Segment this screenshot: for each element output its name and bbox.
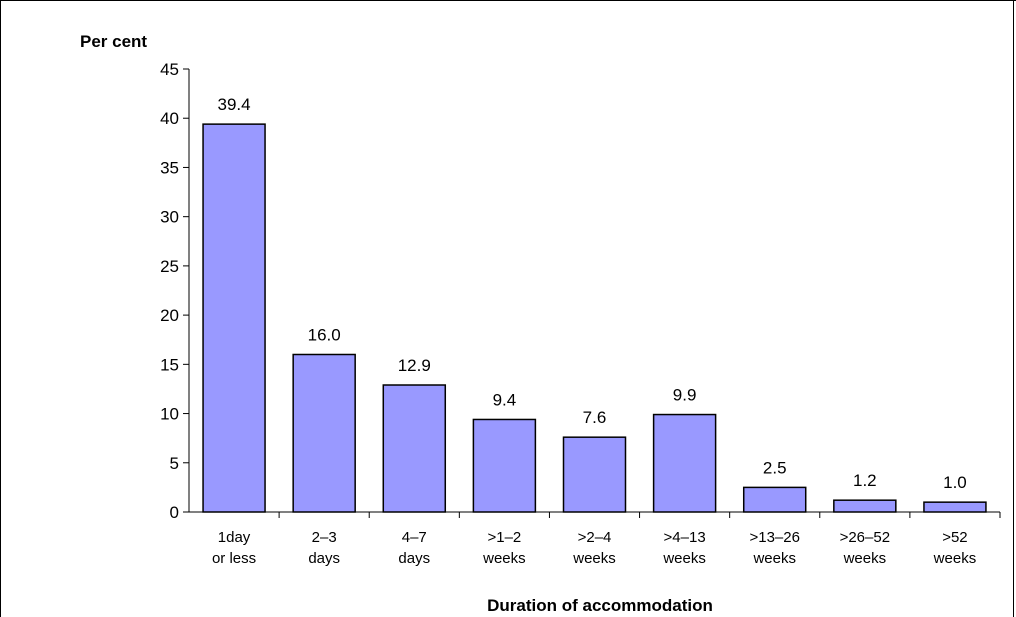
y-tick-label: 15 xyxy=(160,355,179,374)
bar-value-label: 1.2 xyxy=(853,471,877,490)
y-tick-label: 30 xyxy=(160,208,179,227)
x-tick-label: 2–3 days xyxy=(308,529,340,567)
bar-value-label: 16.0 xyxy=(308,325,341,344)
y-tick-label: 0 xyxy=(170,503,179,522)
x-tick-label: 1day or less xyxy=(212,529,256,567)
x-tick-label: >2–4 weeks xyxy=(572,529,616,567)
y-tick-label: 5 xyxy=(170,454,179,473)
x-axis-title: Duration of accommodation xyxy=(487,596,713,615)
bar-value-label: 9.4 xyxy=(493,390,517,409)
bar xyxy=(292,353,356,513)
y-tick-label: 45 xyxy=(160,60,179,79)
bar-value-label: 9.9 xyxy=(673,386,697,405)
x-tick-label: >4–13 weeks xyxy=(662,529,706,567)
bar xyxy=(202,123,266,513)
bar-value-label: 39.4 xyxy=(218,95,251,114)
bar-value-label: 7.6 xyxy=(583,408,607,427)
bar xyxy=(742,486,807,513)
x-tick-label: >52 weeks xyxy=(933,529,977,567)
bar-series xyxy=(202,123,987,513)
x-axis-tick-labels: 1day or less 2–3 days 4–7 days >1–2 weeks >2–4 we… xyxy=(212,512,1001,567)
data-labels: 39.4 16.0 12.9 9.4 7.6 9.9 2.5 1.2 1.0 xyxy=(218,95,967,492)
bar xyxy=(923,501,987,513)
bar xyxy=(382,384,447,513)
bar-value-label: 12.9 xyxy=(398,356,431,375)
y-axis-title: Per cent xyxy=(80,32,147,51)
y-tick-label: 40 xyxy=(160,109,179,128)
y-axis-ticks: 0 5 10 15 20 25 30 35 40 45 xyxy=(160,60,189,522)
bar xyxy=(833,499,897,513)
x-tick-label: >1–2 weeks xyxy=(482,529,526,567)
bar-value-label: 2.5 xyxy=(763,458,787,477)
y-tick-label: 35 xyxy=(160,158,179,177)
y-tick-label: 20 xyxy=(160,306,179,325)
y-tick-label: 25 xyxy=(160,257,179,276)
bar-value-label: 1.0 xyxy=(943,473,967,492)
x-tick-label: >13–26 weeks xyxy=(749,529,799,567)
bar xyxy=(562,436,627,513)
bar xyxy=(472,418,537,513)
x-tick-label: 4–7 days xyxy=(398,529,430,567)
x-tick-label: >26–52 weeks xyxy=(840,529,890,567)
bar xyxy=(652,413,717,513)
y-tick-label: 10 xyxy=(160,405,179,424)
